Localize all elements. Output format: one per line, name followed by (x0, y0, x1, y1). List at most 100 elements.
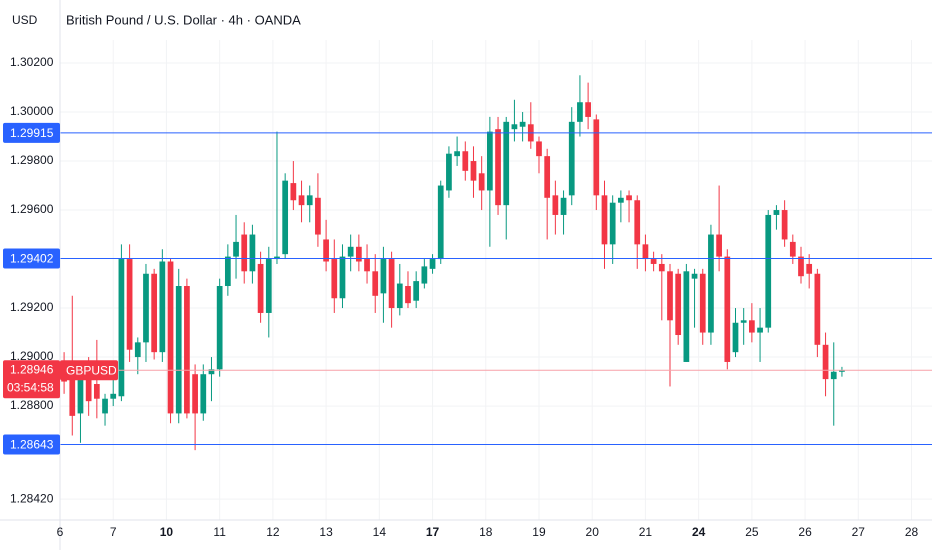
candle-body (364, 259, 370, 272)
candle-body (380, 259, 387, 294)
y-tick-label: 1.29600 (10, 202, 54, 216)
candle-body (667, 271, 673, 321)
candle-body (691, 273, 698, 279)
candle-body (544, 156, 551, 198)
candle-body (200, 374, 207, 414)
candle-body (593, 119, 600, 196)
candle-body (241, 234, 248, 272)
candle-body (290, 183, 297, 201)
y-tick-label: 1.29200 (10, 300, 54, 314)
candle-body (249, 234, 256, 272)
candle-body (306, 195, 313, 206)
candle-body (208, 369, 215, 375)
candle-body (192, 374, 198, 414)
candle-body (683, 271, 690, 362)
candle-body (421, 266, 428, 284)
candle-body (552, 195, 559, 215)
x-tick-label: 11 (213, 525, 226, 539)
candle-body (478, 173, 485, 191)
y-tick-label: 1.28800 (10, 398, 54, 412)
x-tick-label: 26 (798, 525, 812, 539)
candle-body (184, 286, 190, 414)
candle-body (462, 151, 469, 171)
candle-body (134, 342, 141, 358)
x-tick-label: 18 (479, 525, 493, 539)
x-tick-label: 25 (745, 525, 759, 539)
candle-body (486, 131, 493, 191)
candle-body (274, 256, 280, 260)
candle-body (118, 259, 125, 397)
x-tick-label: 14 (373, 525, 387, 539)
candle-body (519, 121, 526, 127)
candle-body (650, 259, 657, 264)
candle-body (560, 197, 567, 215)
candle-body (642, 244, 649, 260)
y-tick-label: 1.28420 (10, 491, 54, 505)
candle-body (716, 234, 722, 257)
candle-body (85, 379, 92, 402)
candle-body (396, 283, 403, 309)
candle-body (339, 256, 346, 299)
level-label-box (3, 434, 60, 455)
candle-body (789, 241, 796, 257)
candle-body (224, 256, 231, 287)
candle-body (740, 320, 747, 323)
candle-body (511, 124, 518, 130)
candle-body (536, 141, 542, 157)
x-tick-label: 10 (160, 525, 174, 539)
symbol-label-box (60, 360, 118, 381)
candle-body (781, 210, 788, 240)
candle-body (585, 102, 591, 117)
candle-body (658, 263, 665, 272)
candle-body (388, 259, 395, 309)
level-label: 1.28643 (10, 438, 54, 452)
x-tick-label: 7 (110, 525, 117, 539)
candle-body (454, 151, 460, 157)
x-tick-label: 13 (319, 525, 333, 539)
x-tick-label: 12 (266, 525, 280, 539)
candle-body (355, 246, 362, 262)
plot-area (59, 40, 932, 520)
chart-title: British Pound / U.S. Dollar · 4h · OANDA (66, 12, 301, 27)
x-tick-label: 27 (852, 525, 866, 539)
candle-body (503, 121, 510, 206)
candle-body (405, 286, 411, 304)
candle-body (159, 261, 166, 353)
candle-body (724, 256, 731, 362)
candle-body (257, 263, 264, 313)
x-tick-label: 6 (57, 525, 64, 539)
candle-body (814, 273, 821, 345)
candle-body (151, 273, 158, 353)
candle-body (175, 286, 182, 414)
candle-body (429, 259, 436, 269)
candle-body (372, 271, 379, 296)
y-tick-label: 1.29000 (10, 349, 54, 363)
candle-body (601, 195, 608, 245)
candle-body (167, 261, 174, 414)
candle-body (822, 344, 829, 380)
candle-body (839, 370, 845, 372)
candle-body (634, 200, 641, 245)
level-label-box (3, 248, 60, 269)
candle-body (773, 210, 780, 215)
candle-body (331, 259, 338, 299)
candle-body (757, 327, 763, 333)
candle-body (282, 180, 289, 255)
level-label-box (3, 122, 60, 143)
candle-body (347, 246, 354, 257)
candle-body (126, 259, 133, 350)
candle-body (77, 374, 84, 414)
candle-body (577, 102, 583, 122)
candle-body (298, 195, 305, 206)
candle-body (708, 234, 714, 333)
candle-body (315, 197, 321, 235)
candle-body (110, 393, 117, 399)
candle-body (798, 256, 804, 277)
price-label-box (3, 360, 60, 399)
candle-body (470, 161, 477, 181)
candle-body (617, 197, 624, 203)
candle-body (749, 320, 755, 333)
candle-body (446, 153, 452, 191)
